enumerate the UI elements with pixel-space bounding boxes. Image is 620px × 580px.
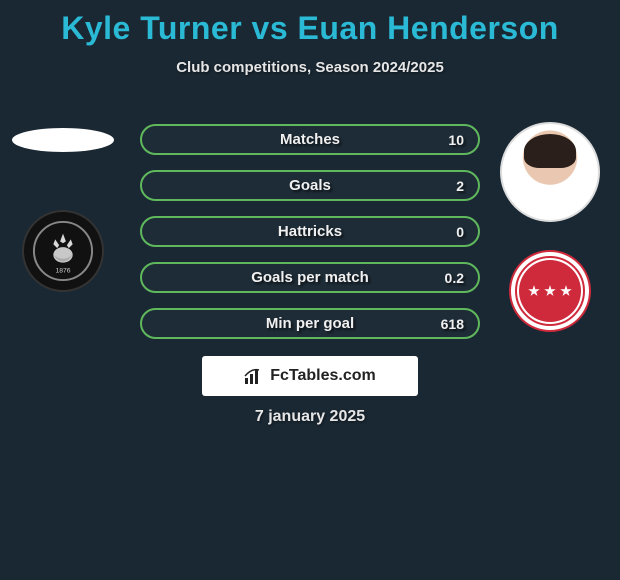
player-right-avatar: [500, 122, 600, 222]
svg-text:1876: 1876: [55, 267, 70, 274]
club-right-badge: [509, 250, 591, 332]
stat-label: Matches: [280, 131, 340, 148]
stat-value: 618: [441, 316, 464, 332]
stat-row-goals: Goals 2: [140, 170, 480, 201]
subtitle: Club competitions, Season 2024/2025: [0, 59, 620, 76]
date-text: 7 january 2025: [255, 408, 365, 426]
thistle-icon: 1876: [32, 220, 94, 282]
stat-label: Hattricks: [278, 223, 342, 240]
bar-chart-icon: [244, 367, 264, 385]
stat-row-goals-per-match: Goals per match 0.2: [140, 262, 480, 293]
stat-value: 2: [456, 178, 464, 194]
stat-row-hattricks: Hattricks 0: [140, 216, 480, 247]
player-left-column: 1876: [12, 120, 114, 292]
stat-value: 0.2: [445, 270, 464, 286]
stat-label: Min per goal: [266, 315, 354, 332]
stat-label: Goals per match: [251, 269, 369, 286]
branding-text: FcTables.com: [270, 367, 376, 385]
player-right-column: [500, 122, 600, 332]
branding-badge: FcTables.com: [202, 356, 418, 396]
stat-row-matches: Matches 10: [140, 124, 480, 155]
stat-value: 10: [448, 132, 464, 148]
page-title: Kyle Turner vs Euan Henderson: [0, 0, 620, 47]
player-left-avatar: [12, 128, 114, 152]
club-left-badge: 1876: [22, 210, 104, 292]
stat-row-min-per-goal: Min per goal 618: [140, 308, 480, 339]
stat-label: Goals: [289, 177, 331, 194]
comparison-card: Kyle Turner vs Euan Henderson Club compe…: [0, 0, 620, 580]
stat-value: 0: [456, 224, 464, 240]
stats-list: Matches 10 Goals 2 Hattricks 0 Goals per…: [140, 124, 480, 339]
